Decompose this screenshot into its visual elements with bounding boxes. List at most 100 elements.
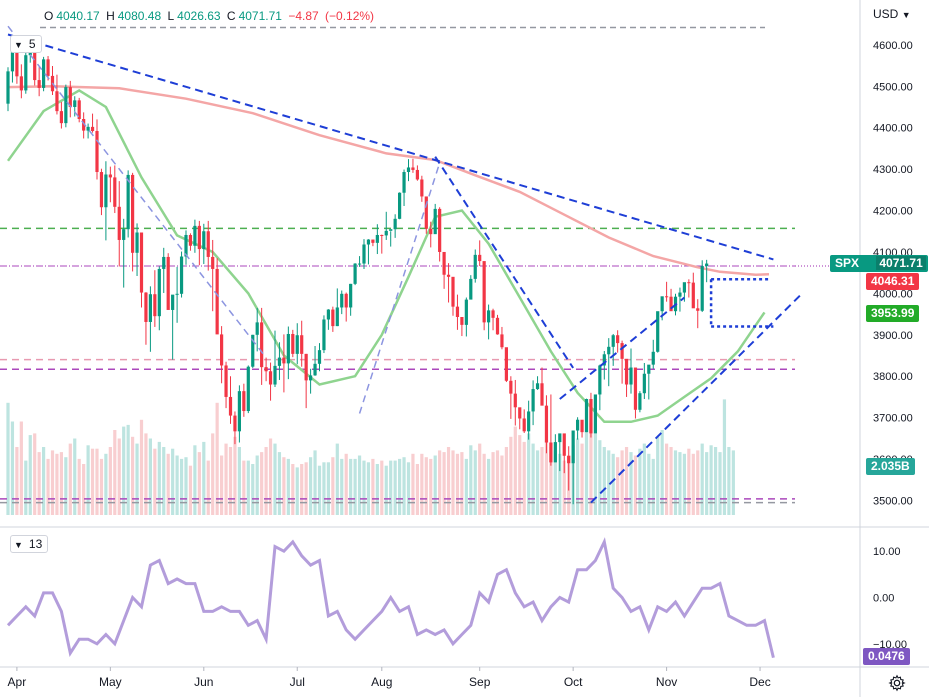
candle-body [59,111,63,124]
candle-body [268,371,273,385]
month-label: Apr [8,675,27,689]
volume-bar [59,452,63,515]
volume-bar [277,452,282,515]
volume-bar [393,460,397,515]
candle [478,240,482,267]
volume-bar [300,464,304,515]
candle-body [682,282,686,293]
volume-bar [335,443,339,515]
candle-body [411,167,415,170]
volume-bar [380,460,384,515]
volume-bar [46,458,50,515]
volume-bar [153,448,157,515]
candle-body [353,263,357,284]
candle [295,323,299,365]
candle [246,365,250,414]
candle [113,165,117,214]
price-tick-label: 4300.00 [873,164,913,176]
candle [224,361,228,409]
candle [171,294,175,360]
candle-body [242,391,246,412]
volume-bar [455,453,460,515]
candle [90,113,95,133]
candle [402,169,406,206]
volume-bar [228,447,233,515]
candle-body [282,357,286,364]
candle [549,394,553,466]
volume-bar [104,453,108,515]
volume-bar [482,453,486,515]
candle [406,159,411,182]
candle [700,260,704,313]
candle-body [651,351,655,365]
candle-body [402,172,406,193]
candle [95,119,99,180]
candle-body [37,80,41,88]
candle [148,286,152,352]
candle [531,380,535,426]
candle-body [233,415,237,432]
candle-body [527,411,531,432]
candle [482,261,486,331]
candle-body [438,208,442,252]
candle-body [104,174,108,208]
candle-body [55,91,59,112]
candle [535,376,540,390]
candle-body [295,335,299,354]
candle-body [317,350,322,364]
candle [340,290,344,315]
candle [300,320,304,367]
gear-icon[interactable] [888,674,906,692]
volume-bar [304,462,308,515]
oscillator-tick-label: 10.00 [873,546,901,558]
volume-bar [162,447,166,515]
candle-body [433,208,437,235]
candle-body [264,367,268,372]
candle [647,364,651,400]
candle-body [215,268,219,335]
channel-lower-line [590,294,801,504]
candle [389,229,393,247]
candle-body [193,225,197,246]
candle-body [562,433,566,456]
candle [469,275,473,300]
candle-body [442,251,446,275]
volume-bar [15,447,19,515]
candle-body [567,455,571,464]
main-legend-toggle[interactable]: ▼ 5 [10,35,42,53]
volume-bar [665,443,669,515]
currency-selector[interactable]: USD ▼ [873,7,911,21]
oscillator-tick-label: 0.00 [873,593,894,605]
candle [99,168,104,216]
volume-bar [620,450,624,515]
candle-body [455,306,460,317]
candle-body [90,126,95,132]
volume-bar [696,450,700,515]
month-label: Nov [656,675,677,689]
volume-bar [611,453,615,515]
candle [242,383,246,417]
candle [433,203,437,235]
candle [504,347,508,383]
volume-bar [495,450,500,515]
ema-price-value: 3953.99 [871,306,915,320]
candle [82,112,86,139]
candle [255,307,259,352]
volume-bar [99,458,104,515]
volume-bar [553,450,557,515]
candle-body [593,394,597,434]
low-value: 4026.63 [177,9,221,23]
volume-bar [215,402,219,515]
candle-body [544,405,549,443]
candle [331,306,335,332]
candle [153,270,157,327]
volume-bar [429,458,433,515]
candle [362,239,366,269]
candle-body [6,71,10,104]
candle-body [424,196,428,229]
candle-body [122,229,126,240]
candle-body [144,292,148,322]
oscillator-legend-toggle[interactable]: ▼ 13 [10,535,49,553]
candle-body [571,430,575,464]
